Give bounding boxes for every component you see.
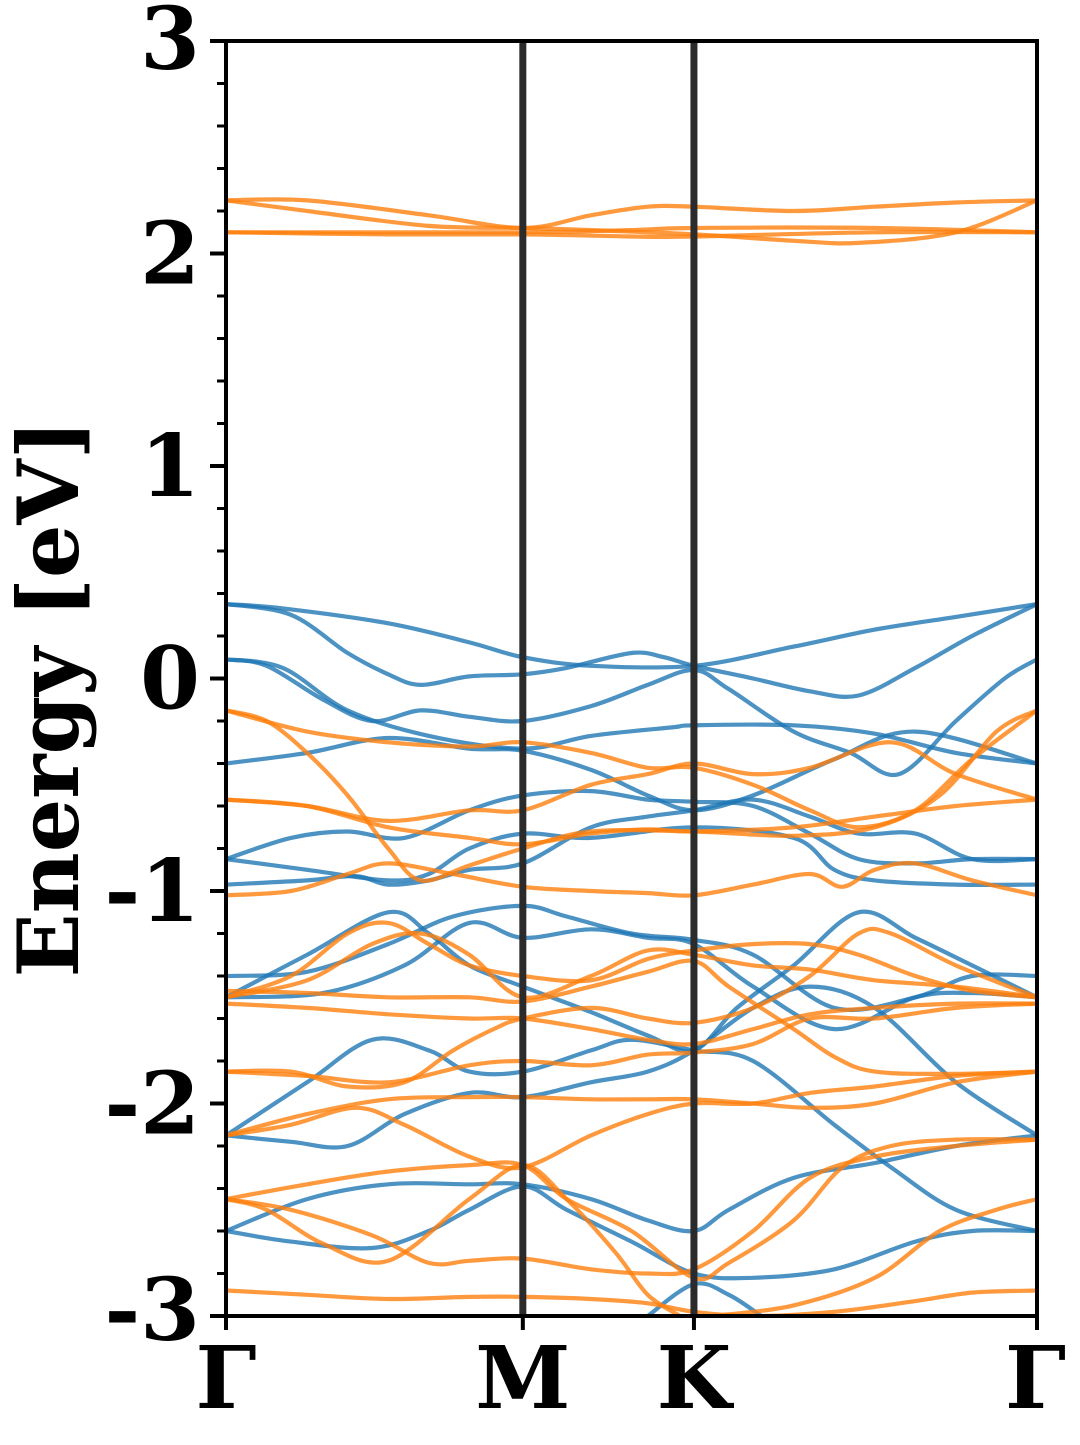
band-line-orange-36: [226, 1288, 1037, 1316]
band-line-blue-8: [226, 797, 1037, 887]
x-tick-label-3: K: [657, 1328, 735, 1429]
band-line-orange-26: [226, 920, 1037, 1000]
band-line-blue-14: [226, 1133, 1037, 1234]
high-symmetry-dividers: [519, 41, 698, 1316]
y-tick-label: 0: [140, 629, 200, 730]
band-line-orange-29: [226, 1001, 1037, 1047]
x-tick-label-1: Γ: [195, 1328, 256, 1429]
band-line-blue-15: [226, 1184, 1037, 1281]
band-line-orange-37: [226, 1163, 683, 1316]
band-line-orange-24: [226, 797, 1037, 847]
band-line-blue-9: [226, 909, 1037, 1054]
band-line-blue-6: [226, 788, 1037, 866]
band-line-orange-34: [226, 1137, 1037, 1282]
band-line-orange-31: [226, 1001, 1037, 1085]
band-line-orange-32: [226, 1069, 1037, 1138]
band-line-blue-4: [226, 657, 1037, 766]
y-axis: 3 2 1 0 -1 -2 -3: [104, 0, 226, 1361]
band-line-blue-12: [226, 1036, 1037, 1234]
band-lines-group: [226, 197, 1037, 1316]
band-line-blue-16: [645, 1281, 764, 1316]
y-tick-label: -3: [104, 1260, 200, 1361]
band-line-orange-25: [226, 860, 1037, 898]
band-line-orange-30: [226, 926, 1037, 1090]
band-line-orange-28: [226, 958, 1037, 1076]
y-tick-label: 2: [140, 204, 200, 305]
band-line-blue-1: [226, 602, 1037, 699]
y-tick-label: 3: [140, 0, 200, 90]
band-line-orange-38: [710, 1197, 1037, 1316]
band-line-orange-17: [226, 197, 1037, 231]
band-line-blue-11: [226, 920, 1037, 1032]
band-line-blue-3: [226, 657, 1037, 778]
band-line-orange-23: [226, 740, 1037, 824]
band-line-blue-7: [226, 825, 1037, 888]
band-line-orange-20: [226, 229, 1037, 240]
y-tick-label: -1: [104, 841, 200, 942]
x-tick-label-4: Γ: [1005, 1328, 1066, 1429]
band-line-orange-33: [226, 1069, 1037, 1171]
band-line-blue-2: [226, 602, 1037, 670]
band-line-blue-13: [226, 984, 1037, 1150]
band-line-orange-35: [226, 1137, 1037, 1277]
band-line-orange-27: [226, 931, 1037, 1000]
y-tick-label: 1: [140, 416, 200, 517]
y-axis-label: Energy [eV]: [0, 420, 98, 978]
y-tick-label: -2: [104, 1054, 200, 1155]
x-tick-label-2: M: [475, 1328, 570, 1429]
